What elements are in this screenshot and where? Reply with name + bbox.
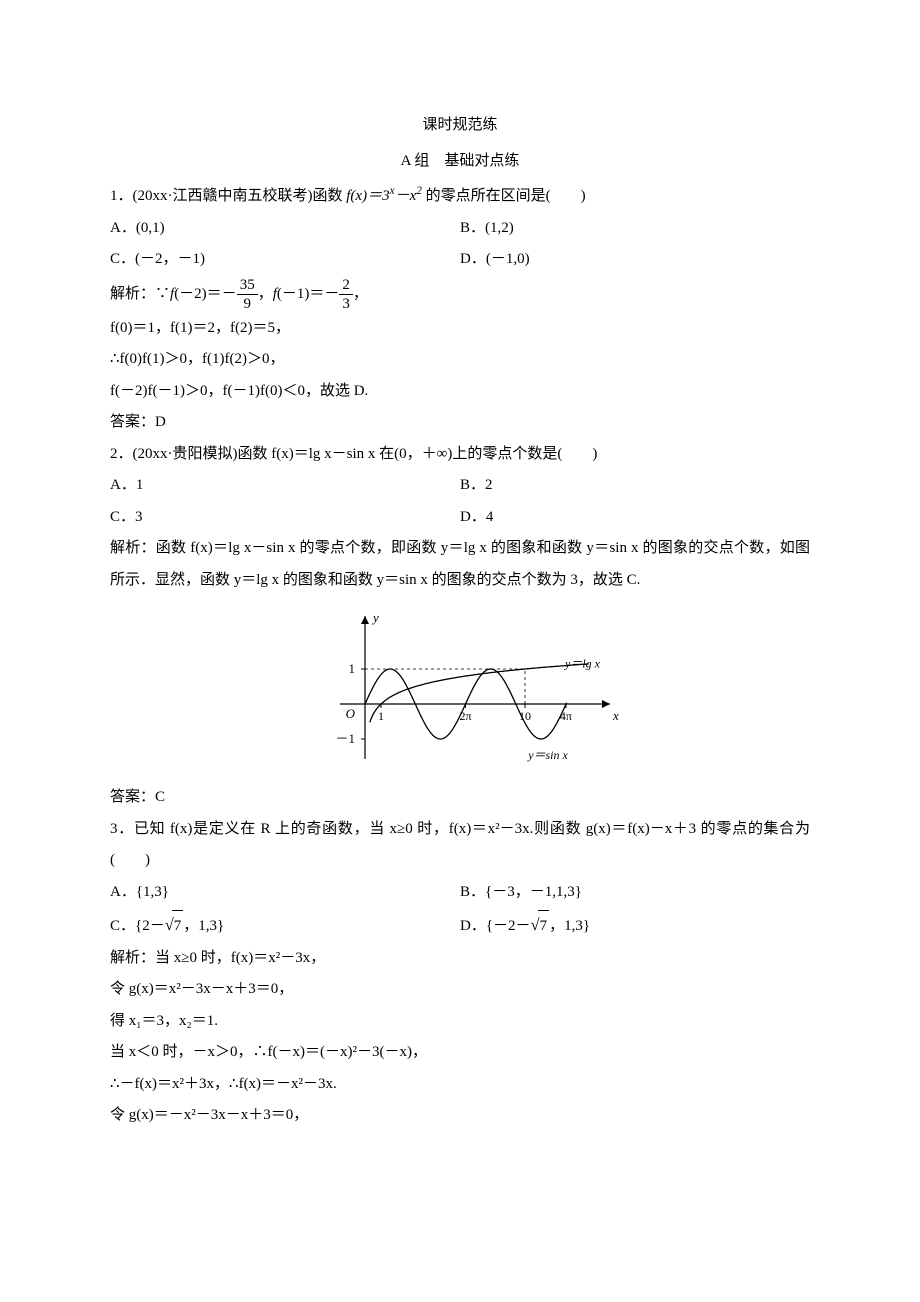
section-title: A 组 基础对点练 [110,146,810,178]
q3-sol3: 得 x₁＝3，x₂＝1. [110,1006,810,1038]
q2-optA: A．1 [110,470,460,502]
q1-options-row2: C．(－2，－1) D．(－1,0) [110,244,810,276]
q1-sol1: 解析：∵f(－2)＝－359，f(－1)＝－23， [110,276,810,313]
q1-stem-suffix: 的零点所在区间是( ) [422,188,586,204]
q1-ans: 答案：D [110,407,810,439]
q1-optB: B．(1,2) [460,213,810,245]
q2-stem: 2．(20xx·贵阳模拟)函数 f(x)＝lg x－sin x 在(0，＋∞)上… [110,439,810,471]
svg-text:4π: 4π [560,709,572,723]
q3-optC: C．{2－7，1,3} [110,908,460,943]
q1-fn: f(x)＝3x－x2 [346,188,422,204]
sqrt-icon: 7 [531,908,550,943]
page-title: 课时规范练 [110,110,810,142]
sqrt-icon: 7 [165,908,184,943]
q3-sol6: 令 g(x)＝－x²－3x－x＋3＝0， [110,1100,810,1132]
q3-sol2: 令 g(x)＝x²－3x－x＋3＝0， [110,974,810,1006]
q3-optB: B．{－3，－1,1,3} [460,877,810,909]
svg-text:y＝sin x: y＝sin x [527,748,568,762]
q1-optC: C．(－2，－1) [110,244,460,276]
q1-sol4: f(－2)f(－1)＞0，f(－1)f(0)＜0，故选 D. [110,376,810,408]
q3-sol4: 当 x＜0 时，－x＞0，∴f(－x)＝(－x)²－3(－x)， [110,1037,810,1069]
q2-optB: B．2 [460,470,810,502]
frac-35-9: 359 [237,276,258,313]
q1-optA: A．(0,1) [110,213,460,245]
q2-options-row2: C．3 D．4 [110,502,810,534]
q2-sol1: 解析：函数 f(x)＝lg x－sin x 的零点个数，即函数 y＝lg x 的… [110,533,810,596]
q1-optD: D．(－1,0) [460,244,810,276]
svg-text:y＝lg x: y＝lg x [564,656,601,670]
q3-stem: 3．已知 f(x)是定义在 R 上的奇函数，当 x≥0 时，f(x)＝x²－3x… [110,814,810,877]
q3-sol1: 解析：当 x≥0 时，f(x)＝x²－3x， [110,943,810,975]
svg-text:－1: －1 [335,731,355,746]
q1-stem: 1．(20xx·江西赣中南五校联考)函数 f(x)＝3x－x2 的零点所在区间是… [110,181,810,213]
q2-optC: C．3 [110,502,460,534]
svg-text:y: y [371,610,379,625]
q1-options-row1: A．(0,1) B．(1,2) [110,213,810,245]
q3-options-row2: C．{2－7，1,3} D．{－2－7，1,3} [110,908,810,943]
q3-options-row1: A．{1,3} B．{－3，－1,1,3} [110,877,810,909]
svg-text:x: x [612,708,619,723]
svg-text:2π: 2π [459,709,471,723]
q2-ans: 答案：C [110,782,810,814]
q1-sol3: ∴f(0)f(1)＞0，f(1)f(2)＞0， [110,344,810,376]
q3-optA: A．{1,3} [110,877,460,909]
q2-options-row1: A．1 B．2 [110,470,810,502]
q2-graph: 1 －1 1 2π 10 4π Oy x y＝lg x y＝sin x [295,604,625,774]
q1-sol2: f(0)＝1，f(1)＝2，f(2)＝5， [110,313,810,345]
frac-2-3: 23 [339,276,353,313]
q2-optD: D．4 [460,502,810,534]
q3-optD: D．{－2－7，1,3} [460,908,810,943]
svg-text:10: 10 [519,709,531,723]
svg-text:O: O [346,706,356,721]
svg-text:1: 1 [349,661,356,676]
q3-sol5: ∴－f(x)＝x²＋3x，∴f(x)＝－x²－3x. [110,1069,810,1101]
svg-text:1: 1 [378,709,384,723]
q1-stem-prefix: 1．(20xx·江西赣中南五校联考)函数 [110,188,346,204]
